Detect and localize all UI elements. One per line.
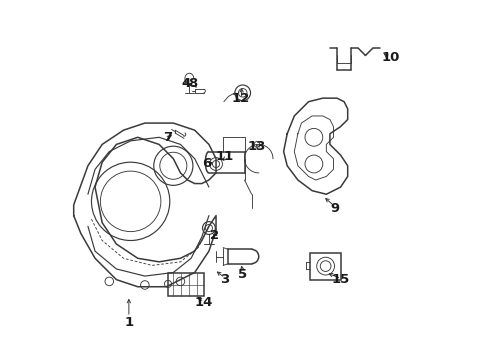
Text: 9: 9 xyxy=(330,202,339,215)
Text: 5: 5 xyxy=(238,268,247,281)
Text: 3: 3 xyxy=(220,273,229,286)
Text: 4: 4 xyxy=(181,77,190,90)
Text: 10: 10 xyxy=(381,51,399,64)
Text: 6: 6 xyxy=(202,157,211,171)
Text: 2: 2 xyxy=(209,229,218,242)
Text: 15: 15 xyxy=(331,273,349,286)
Text: 7: 7 xyxy=(163,131,172,144)
Text: 1: 1 xyxy=(124,316,133,329)
Text: 13: 13 xyxy=(247,140,265,153)
Text: 14: 14 xyxy=(194,296,212,309)
Text: 11: 11 xyxy=(215,150,234,163)
Text: 12: 12 xyxy=(231,92,249,105)
Text: 8: 8 xyxy=(188,77,197,90)
